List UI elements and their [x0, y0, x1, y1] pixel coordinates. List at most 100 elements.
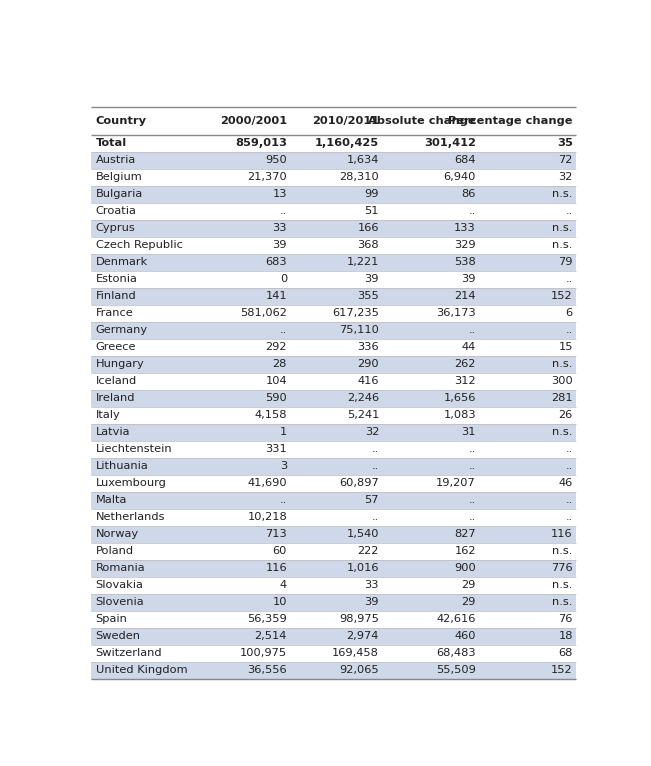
Text: 713: 713 [265, 529, 287, 539]
Text: Czech Republic: Czech Republic [96, 241, 182, 250]
Bar [91, 560, 575, 577]
Text: ..: .. [372, 512, 379, 522]
Bar [91, 220, 575, 237]
Text: 1,016: 1,016 [346, 563, 379, 573]
Text: 300: 300 [551, 376, 573, 386]
Text: 581,062: 581,062 [240, 309, 287, 319]
Text: 29: 29 [462, 581, 476, 591]
Text: 98,975: 98,975 [339, 614, 379, 624]
Text: 1,656: 1,656 [443, 394, 476, 404]
Text: 32: 32 [559, 172, 573, 182]
Text: 262: 262 [454, 359, 476, 369]
Text: n.s.: n.s. [553, 427, 573, 437]
Text: ..: .. [280, 207, 287, 217]
Text: 355: 355 [357, 291, 379, 302]
Text: Bulgaria: Bulgaria [96, 189, 143, 199]
Text: ..: .. [469, 444, 476, 454]
Text: 133: 133 [454, 224, 476, 234]
Bar [91, 356, 575, 373]
Bar [91, 441, 575, 458]
Text: 1,634: 1,634 [347, 155, 379, 165]
Text: 31: 31 [462, 427, 476, 437]
Text: 6,940: 6,940 [443, 172, 476, 182]
Text: 39: 39 [273, 241, 287, 250]
Text: Lithuania: Lithuania [96, 461, 148, 471]
Text: 460: 460 [454, 631, 476, 641]
Text: 36,173: 36,173 [436, 309, 476, 319]
Text: n.s.: n.s. [553, 581, 573, 591]
Text: 169,458: 169,458 [332, 648, 379, 658]
Text: 336: 336 [357, 342, 379, 352]
Text: 42,616: 42,616 [437, 614, 476, 624]
Text: 55,509: 55,509 [436, 666, 476, 676]
Text: 60: 60 [273, 546, 287, 556]
Text: Country: Country [96, 116, 146, 126]
Text: n.s.: n.s. [553, 359, 573, 369]
Text: 2,246: 2,246 [347, 394, 379, 404]
Text: n.s.: n.s. [553, 597, 573, 607]
Text: 13: 13 [273, 189, 287, 199]
Text: 214: 214 [454, 291, 476, 302]
Text: ..: .. [469, 512, 476, 522]
Text: 1,221: 1,221 [347, 257, 379, 267]
Text: 76: 76 [559, 614, 573, 624]
Bar [91, 373, 575, 390]
Text: 3: 3 [280, 461, 287, 471]
Text: 68: 68 [559, 648, 573, 658]
Text: Spain: Spain [96, 614, 128, 624]
Text: ..: .. [469, 496, 476, 506]
Text: 222: 222 [357, 546, 379, 556]
Text: Netherlands: Netherlands [96, 512, 165, 522]
Bar [91, 390, 575, 407]
Text: 32: 32 [365, 427, 379, 437]
Text: Germany: Germany [96, 326, 148, 336]
Bar [91, 271, 575, 288]
Text: Finland: Finland [96, 291, 136, 302]
Text: 10,218: 10,218 [247, 512, 287, 522]
Text: ..: .. [469, 207, 476, 217]
Text: Malta: Malta [96, 496, 127, 506]
Text: 39: 39 [365, 274, 379, 284]
Text: 617,235: 617,235 [332, 309, 379, 319]
Text: ..: .. [372, 444, 379, 454]
Text: 72: 72 [559, 155, 573, 165]
Text: 39: 39 [365, 597, 379, 607]
Text: 1: 1 [280, 427, 287, 437]
Text: 2,974: 2,974 [347, 631, 379, 641]
Text: Greece: Greece [96, 342, 136, 352]
Text: 100,975: 100,975 [240, 648, 287, 658]
Text: 152: 152 [551, 291, 573, 302]
Bar [91, 106, 575, 135]
Text: 36,556: 36,556 [247, 666, 287, 676]
Bar [91, 594, 575, 611]
Text: ..: .. [566, 326, 573, 336]
Bar [91, 611, 575, 628]
Text: Switzerland: Switzerland [96, 648, 162, 658]
Text: 79: 79 [559, 257, 573, 267]
Text: Slovenia: Slovenia [96, 597, 144, 607]
Text: 416: 416 [357, 376, 379, 386]
Text: 900: 900 [454, 563, 476, 573]
Text: ..: .. [566, 461, 573, 471]
Text: 44: 44 [462, 342, 476, 352]
Text: 4: 4 [280, 581, 287, 591]
Text: 141: 141 [266, 291, 287, 302]
Text: 281: 281 [551, 394, 573, 404]
Text: Norway: Norway [96, 529, 139, 539]
Text: 776: 776 [551, 563, 573, 573]
Text: 99: 99 [365, 189, 379, 199]
Text: n.s.: n.s. [553, 224, 573, 234]
Text: 590: 590 [265, 394, 287, 404]
Text: 162: 162 [454, 546, 476, 556]
Bar [91, 152, 575, 169]
Text: 10: 10 [273, 597, 287, 607]
Text: ..: .. [566, 496, 573, 506]
Text: Denmark: Denmark [96, 257, 148, 267]
Text: 35: 35 [557, 139, 573, 149]
Bar [91, 169, 575, 186]
Text: 56,359: 56,359 [247, 614, 287, 624]
Text: 116: 116 [551, 529, 573, 539]
Text: Hungary: Hungary [96, 359, 145, 369]
Text: ..: .. [566, 274, 573, 284]
Bar [91, 645, 575, 662]
